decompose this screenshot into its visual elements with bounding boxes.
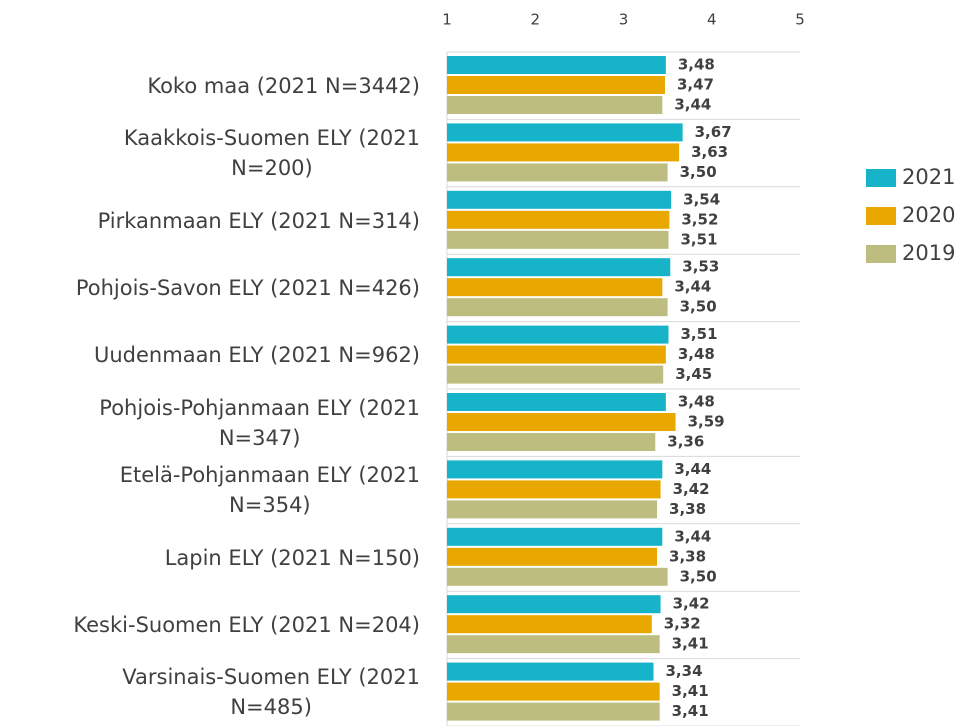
value-label: 3,36: [667, 433, 704, 451]
value-label: 3,51: [681, 325, 718, 343]
bar: [447, 500, 658, 519]
bar: [447, 298, 668, 317]
bar: [447, 413, 676, 431]
x-tick-label: 3: [619, 11, 629, 29]
value-label: 3,38: [669, 547, 706, 565]
value-label: 3,41: [672, 635, 709, 653]
bar: [447, 278, 663, 297]
bar: [447, 258, 671, 277]
value-label: 3,38: [669, 500, 706, 518]
category-label: Lapin ELY (2021 N=150): [164, 545, 420, 570]
value-label: 3,53: [682, 258, 719, 276]
bar: [447, 210, 670, 229]
legend-label: 2021: [902, 165, 955, 189]
legend-swatch: [866, 207, 896, 225]
value-label: 3,45: [675, 365, 712, 383]
value-label: 3,50: [680, 567, 717, 585]
bar: [447, 365, 664, 384]
value-label: 3,48: [678, 393, 715, 411]
category-label: Kaakkois-Suomen ELY (2021 N=200): [123, 126, 420, 181]
bar: [447, 615, 652, 634]
legend-label: 2019: [902, 241, 955, 265]
value-label: 3,32: [664, 615, 701, 633]
bar: [447, 143, 680, 162]
value-label: 3,44: [674, 278, 711, 296]
x-tick-label: 2: [530, 11, 540, 29]
category-label: Keski-Suomen ELY (2021 N=204): [73, 612, 420, 637]
x-tick-label: 1: [442, 11, 452, 29]
bar: [447, 123, 683, 142]
value-label: 3,34: [666, 662, 703, 680]
bar: [447, 393, 666, 411]
bar: [447, 527, 663, 546]
bar: [447, 460, 663, 479]
legend-label: 2020: [902, 203, 955, 227]
value-label: 3,48: [678, 56, 715, 74]
value-label: 3,47: [677, 76, 714, 94]
legend-swatch: [866, 245, 896, 263]
bar: [447, 190, 672, 209]
bar: [447, 56, 666, 74]
bar: [447, 76, 665, 94]
bar: [447, 96, 663, 114]
category-label: Varsinais-Suomen ELY (2021 N=485): [122, 665, 420, 720]
value-label: 3,67: [695, 123, 732, 141]
value-label: 3,44: [674, 460, 711, 478]
value-label: 3,50: [680, 298, 717, 316]
bar: [447, 547, 658, 566]
value-label: 3,42: [673, 595, 710, 613]
legend-swatch: [866, 169, 896, 187]
bar: [447, 325, 669, 344]
value-label: 3,59: [688, 413, 725, 431]
value-label: 3,52: [681, 210, 718, 228]
bar: [447, 595, 661, 614]
value-label: 3,63: [691, 143, 728, 161]
category-label: Pohjois-Pohjanmaan ELY (2021 N=347): [99, 395, 420, 450]
value-label: 3,41: [672, 702, 709, 720]
value-label: 3,50: [680, 163, 717, 181]
bar: [447, 433, 656, 451]
bar: [447, 163, 668, 182]
bar: [447, 230, 669, 249]
bar: [447, 567, 668, 586]
category-label: Uudenmaan ELY (2021 N=962): [94, 343, 420, 368]
bar: [447, 480, 661, 499]
value-label: 3,54: [683, 190, 720, 208]
category-label: Pirkanmaan ELY (2021 N=314): [97, 208, 420, 233]
category-label: Pohjois-Savon ELY (2021 N=426): [75, 275, 420, 300]
category-label: Koko maa (2021 N=3442): [147, 73, 420, 98]
value-label: 3,48: [678, 345, 715, 363]
x-tick-label: 4: [707, 11, 717, 29]
value-label: 3,41: [672, 682, 709, 700]
value-label: 3,42: [673, 480, 710, 498]
bar: [447, 682, 660, 701]
value-label: 3,44: [674, 527, 711, 545]
bar: [447, 702, 660, 721]
x-tick-label: 5: [795, 11, 805, 29]
bar: [447, 345, 666, 364]
value-label: 3,44: [674, 96, 711, 114]
bar: [447, 662, 654, 681]
category-label: Etelä-Pohjanmaan ELY (2021 N=354): [119, 463, 420, 518]
bar: [447, 635, 660, 654]
value-label: 3,51: [681, 230, 718, 248]
